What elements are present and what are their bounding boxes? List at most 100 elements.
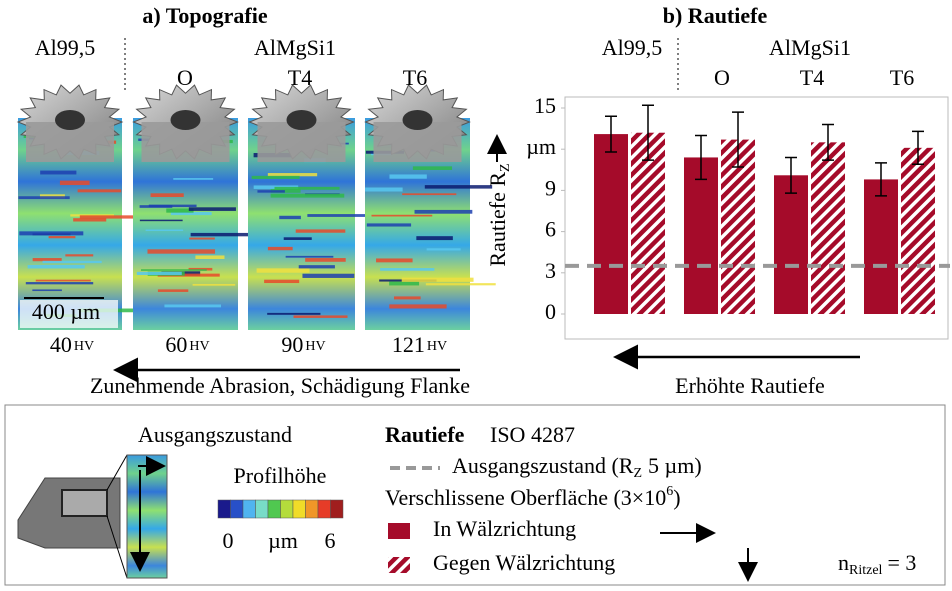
y-tick-label: 0 — [545, 299, 556, 324]
y-axis-label-sub: Z — [498, 163, 513, 172]
topography-streak — [380, 268, 434, 271]
topography-streak — [19, 231, 83, 235]
topography-streak — [299, 265, 335, 268]
topography-streak — [18, 196, 69, 199]
colorbar-label: 6 — [325, 528, 336, 553]
colorbar-cell — [281, 500, 294, 518]
topography-streak — [151, 193, 184, 197]
topography-streak — [49, 236, 76, 238]
t: Ausgangszustand (R — [452, 453, 634, 478]
colorbar-cell — [268, 500, 281, 518]
topography-streak — [413, 166, 452, 170]
state-label: T4 — [288, 65, 312, 90]
legend-text: Profilhöhe — [234, 463, 327, 488]
topography-streak — [147, 249, 215, 253]
hardness-unit: HV — [427, 339, 447, 354]
gear-hole — [171, 110, 201, 130]
t: = 3 — [887, 550, 916, 575]
gear-hole — [287, 110, 317, 130]
topography-streak — [279, 216, 301, 219]
x-tick-label: T6 — [890, 65, 914, 90]
hardness-unit: HV — [189, 339, 209, 354]
topography-streak — [402, 193, 456, 195]
legend-entry: In Wälzrichtung — [433, 516, 576, 541]
topography-streak — [140, 220, 183, 222]
topography-streak — [28, 265, 85, 268]
topography-streak — [257, 190, 284, 192]
topography-streak — [65, 254, 93, 256]
hardness-value: 60 — [165, 332, 187, 357]
topography-streak — [60, 181, 90, 185]
t: 5 µm) — [648, 453, 702, 478]
topography-streak — [189, 207, 236, 211]
topography-streak — [284, 237, 312, 240]
colorbar-cell — [231, 500, 244, 518]
colorbar-label: µm — [268, 528, 298, 553]
arrow-caption: Zunehmende Abrasion, Schädigung Flanke — [90, 373, 470, 398]
topography-streak — [146, 229, 184, 231]
group-label: Al99,5 — [35, 35, 96, 60]
bar — [901, 148, 935, 314]
colorbar-cell — [331, 500, 344, 518]
topography-streak — [36, 280, 91, 282]
topography-streak — [402, 278, 474, 282]
colorbar-cell — [318, 500, 331, 518]
topography-streak — [268, 173, 317, 176]
legend-text: Ausgangszustand — [138, 422, 292, 447]
t: n — [838, 550, 849, 575]
hardness-value: 121 — [392, 332, 425, 357]
group-label: AlMgSi1 — [769, 35, 851, 60]
topography-streak — [189, 238, 214, 240]
arrow-caption: Erhöhte Rautiefe — [675, 373, 825, 398]
y-tick-label: 3 — [545, 258, 556, 283]
topography-streak — [389, 174, 426, 178]
gear-hole — [403, 110, 433, 130]
topography-streak — [33, 258, 62, 261]
topography-streak — [376, 258, 413, 262]
state-label: O — [177, 65, 193, 90]
topography-streak — [193, 284, 236, 286]
x-tick-label: Al99,5 — [602, 35, 663, 60]
bar — [811, 142, 845, 314]
hardness-value: 90 — [281, 332, 303, 357]
legend-text: ISO 4287 — [490, 422, 575, 447]
topography-streak — [296, 229, 346, 232]
topography-streak — [164, 304, 221, 307]
legend-swatch — [388, 523, 410, 539]
topography-streak — [389, 282, 419, 286]
colorbar-label: 0 — [223, 528, 234, 553]
colorbar-cell — [293, 500, 306, 518]
figure: a) Topografie Al99,5 AlMgSi1 O T4 T6 40 0… — [0, 0, 952, 591]
hardness-value: 40 — [50, 332, 72, 357]
topography-streak — [427, 248, 461, 250]
hardness-unit: HV — [305, 339, 325, 354]
topography-streak — [286, 256, 334, 258]
x-tick-label: T4 — [800, 65, 824, 90]
topography-images — [18, 85, 496, 330]
topography-streak — [426, 283, 496, 285]
legend-entry: Gegen Wälzrichtung — [433, 550, 615, 575]
y-axis-label: Rautiefe RZ — [485, 163, 513, 266]
y-tick-label: µm — [526, 134, 556, 159]
topography-streak — [43, 261, 102, 263]
t: Verschlissene Oberfläche (3×10 — [385, 485, 666, 510]
topography-streak — [73, 218, 106, 221]
topography-streak — [26, 282, 93, 284]
topography-streak — [252, 176, 300, 179]
topography-streak — [271, 194, 345, 198]
topography-streak — [78, 189, 122, 192]
sample-image — [127, 455, 167, 578]
topography-streak — [425, 185, 492, 188]
y-axis-label-text: Rautiefe R — [485, 172, 510, 267]
hardness-unit: HV — [74, 339, 94, 354]
panel-title: a) Topografie — [142, 3, 268, 28]
bar — [594, 134, 628, 314]
topography-streak — [32, 289, 62, 291]
topography-streak — [367, 223, 411, 226]
hardness-label: 121HV — [392, 332, 447, 357]
bar — [864, 179, 898, 314]
t: Z — [633, 466, 642, 481]
colorbar — [218, 500, 343, 518]
bar — [774, 175, 808, 314]
